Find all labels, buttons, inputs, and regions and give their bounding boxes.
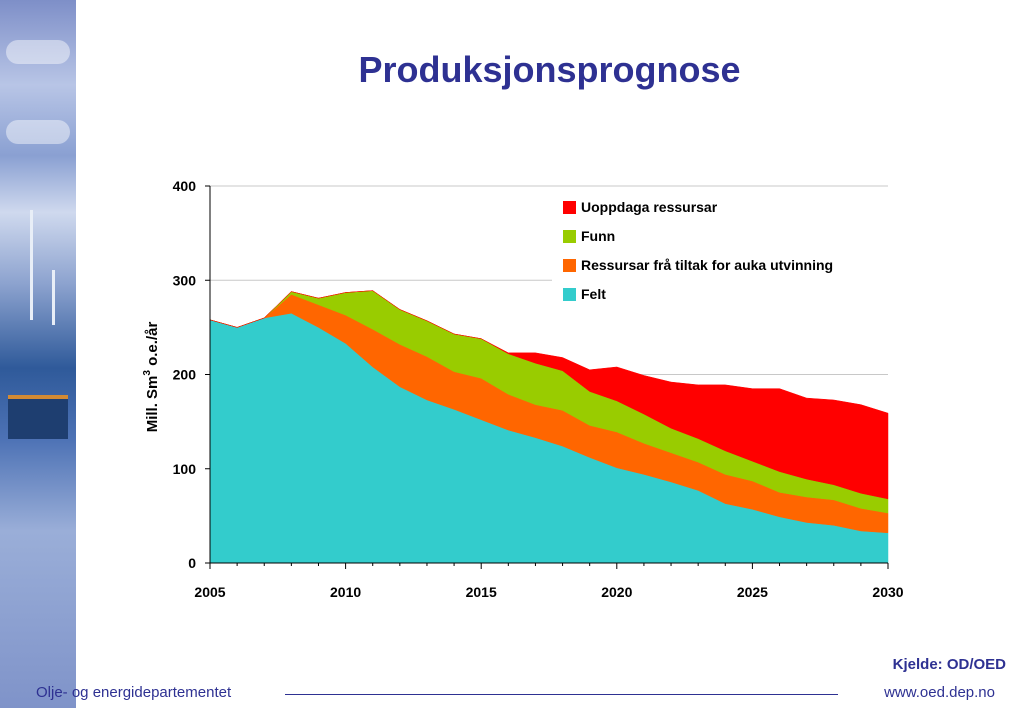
- x-tick-label: 2010: [330, 584, 361, 600]
- y-axis-label-main: Mill. Sm: [144, 376, 161, 433]
- footer-website-link[interactable]: www.oed.dep.no: [884, 684, 995, 701]
- legend-swatch: [563, 201, 576, 214]
- wind-turbine-icon: [30, 210, 33, 320]
- legend-label: Uoppdaga ressursar: [581, 199, 718, 215]
- x-tick-label: 2015: [466, 584, 497, 600]
- axes: 0 100 200 300 400 2005 2010 2015 2020 2025 2030: [173, 178, 904, 600]
- legend-swatch: [563, 288, 576, 301]
- source-note: Kjelde: OD/OED: [892, 656, 1006, 673]
- cloud-shape: [6, 120, 70, 144]
- y-tick-label: 0: [188, 555, 196, 571]
- y-tick-label: 400: [173, 178, 197, 194]
- legend-swatch: [563, 259, 576, 272]
- x-tick-label: 2005: [194, 584, 225, 600]
- legend-label: Funn: [581, 228, 615, 244]
- wind-turbine-icon: [52, 270, 55, 325]
- area-series-3: [209, 290, 889, 500]
- cloud-shape: [6, 40, 70, 64]
- stacked-areas: [209, 290, 889, 564]
- y-axis-label-superscript: 3: [142, 370, 153, 376]
- legend-label: Ressursar frå tiltak for auka utvinning: [581, 257, 833, 273]
- side-photo-strip: [0, 0, 76, 708]
- y-axis-label: Mill. Sm3 o.e./år: [142, 322, 161, 433]
- page-title: Produksjonsprognose: [358, 49, 741, 90]
- x-tick-label: 2020: [601, 584, 632, 600]
- y-tick-label: 300: [173, 272, 197, 288]
- x-tick-label: 2025: [737, 584, 768, 600]
- y-tick-label: 200: [173, 367, 197, 383]
- legend-swatch: [563, 230, 576, 243]
- y-tick-label: 100: [173, 461, 197, 477]
- legend: Uoppdaga ressursar Funn Ressursar frå tilt…: [552, 192, 888, 310]
- footer-organization: Olje- og energidepartementet: [36, 684, 232, 701]
- x-tick-label: 2030: [872, 584, 903, 600]
- legend-label: Felt: [581, 286, 606, 302]
- footer-divider: [285, 694, 838, 695]
- y-axis-label-unit: o.e./år: [144, 322, 161, 371]
- oil-platform-icon: [8, 395, 68, 439]
- legend-background: [552, 192, 888, 310]
